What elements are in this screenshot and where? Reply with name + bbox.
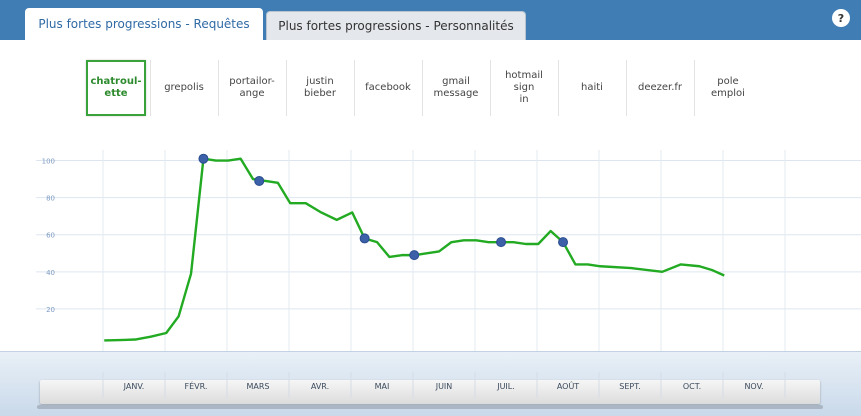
query-item[interactable]: pole emploi (711, 76, 745, 99)
query-separator (490, 60, 491, 116)
query-separator (286, 60, 287, 116)
event-marker (254, 175, 265, 186)
query-item[interactable]: portailor- ange (229, 76, 275, 99)
query-separator (626, 60, 627, 116)
y-tick-label: 40 (46, 269, 55, 277)
query-list: chatroul- ette grepolis portailor- ange jus… (86, 60, 766, 116)
query-item[interactable]: haiti (581, 82, 603, 93)
query-item[interactable]: facebook (365, 82, 411, 93)
query-item[interactable]: hotmail sign in (505, 70, 543, 105)
help-icon[interactable]: ? (832, 9, 850, 27)
event-marker (496, 237, 507, 248)
tab-top-queries[interactable]: Plus fortes progressions - Requêtes (25, 8, 263, 40)
query-item[interactable]: grepolis (164, 82, 204, 93)
query-separator (694, 60, 695, 116)
query-item[interactable]: gmail message (433, 76, 479, 99)
query-separator (354, 60, 355, 116)
event-marker (359, 233, 370, 244)
event-marker (198, 153, 209, 164)
y-tick-label: 20 (46, 306, 55, 314)
query-separator (218, 60, 219, 116)
query-item[interactable]: justin bieber (304, 76, 336, 99)
timeline-track (37, 405, 823, 409)
query-item[interactable]: deezer.fr (637, 82, 683, 93)
event-marker (558, 237, 569, 248)
y-tick-label: 60 (46, 232, 55, 240)
query-separator (422, 60, 423, 116)
event-marker (409, 250, 420, 261)
timeline-scrubber[interactable] (40, 380, 820, 404)
query-item[interactable]: chatroul- ette (86, 60, 146, 116)
query-separator (558, 60, 559, 116)
y-tick-label: 100 (42, 158, 55, 166)
series-line (104, 157, 725, 342)
tab-top-personalities[interactable]: Plus fortes progressions - Personnalités (266, 11, 526, 40)
y-tick-label: 80 (46, 195, 55, 203)
query-separator (150, 60, 151, 116)
